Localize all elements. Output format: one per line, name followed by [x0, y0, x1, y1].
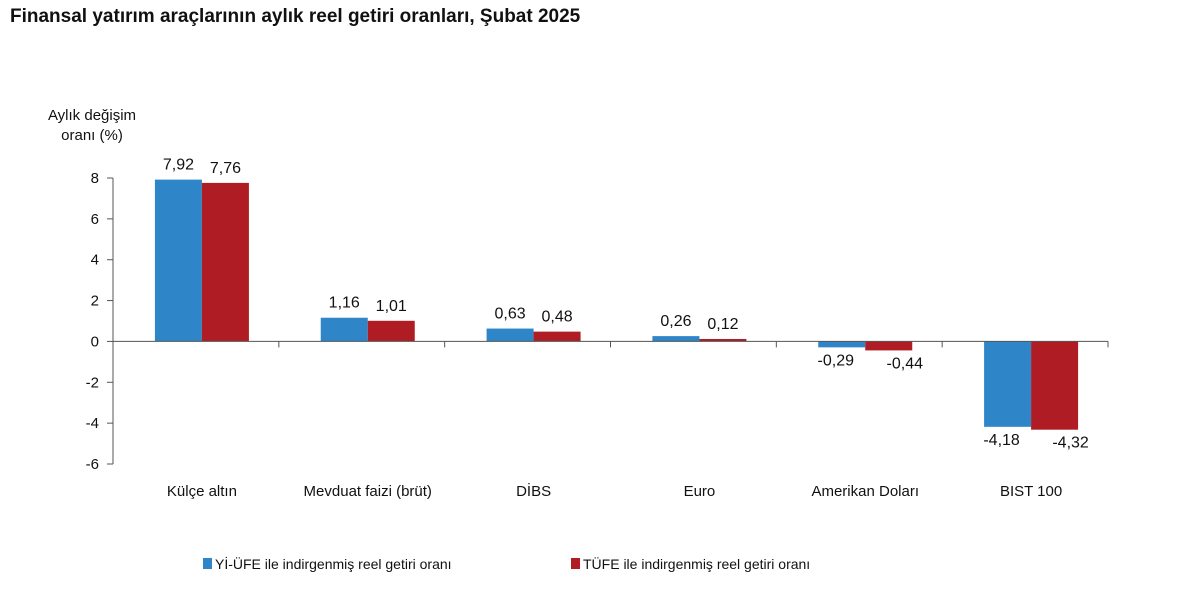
y-tick-label: -4 [86, 415, 99, 432]
x-tick-label: Mevduat faizi (brüt) [304, 483, 432, 500]
legend-label: TÜFE ile indirgenmiş reel getiri oranı [583, 555, 810, 572]
bar [367, 320, 415, 342]
bar [201, 182, 249, 342]
y-tick-label: 6 [91, 211, 99, 228]
data-label: 1,01 [376, 298, 407, 315]
bar [699, 338, 747, 342]
x-tick-label: BIST 100 [1000, 483, 1062, 500]
legend-swatch [571, 558, 580, 569]
bar [1031, 341, 1079, 430]
data-label: 0,63 [495, 306, 526, 323]
data-label: -0,44 [887, 355, 924, 372]
data-label: 1,16 [329, 295, 360, 312]
y-tick-label: 2 [91, 293, 99, 310]
bar [865, 341, 913, 351]
y-tick-label: 8 [91, 170, 99, 187]
bars: 7,92 7,76 1,16 1,01 0,63 0,48 0,26 0,12 -0,29 -0,… [154, 157, 1089, 452]
data-label: 0,12 [707, 316, 738, 333]
y-axis-label: Aylık değişim oranı (%) [48, 107, 136, 144]
data-label: -0,29 [818, 352, 855, 369]
data-label: -4,18 [983, 432, 1020, 449]
legend: Yİ-ÜFE ile indirgenmiş reel getiri oranı… [203, 555, 810, 572]
data-label: 0,26 [660, 313, 691, 330]
data-label: 7,92 [163, 157, 194, 174]
bar [533, 331, 581, 342]
data-label: 0,48 [542, 309, 573, 326]
bar [320, 317, 368, 342]
x-tick-label: DİBS [516, 482, 551, 500]
y-tick-label: 4 [91, 252, 99, 269]
bar [984, 341, 1032, 427]
x-axis: Külçe altın Mevduat faizi (brüt) DİBS Euro A… [112, 340, 1109, 500]
x-tick-label: Amerikan Doları [811, 483, 919, 500]
y-axis: 8 6 4 2 0 -2 -4 -6 [86, 170, 114, 473]
bar [652, 336, 700, 342]
bar [154, 179, 202, 342]
y-tick-label: -2 [86, 374, 99, 391]
data-label: -4,32 [1052, 435, 1089, 452]
legend-label: Yİ-ÜFE ile indirgenmiş reel getiri oranı [215, 555, 452, 572]
y-tick-label: 0 [91, 333, 99, 350]
y-axis-label-line: Aylık değişim [48, 107, 136, 124]
data-label: 7,76 [210, 160, 241, 177]
legend-swatch [203, 558, 212, 569]
y-axis-label-line: oranı (%) [61, 127, 123, 144]
x-tick-label: Külçe altın [167, 483, 237, 500]
y-tick-label: -6 [86, 456, 99, 473]
chart-title: Finansal yatırım araçlarının aylık reel … [10, 6, 581, 27]
bar [486, 328, 534, 342]
bar [818, 341, 866, 348]
x-tick-label: Euro [684, 483, 716, 500]
